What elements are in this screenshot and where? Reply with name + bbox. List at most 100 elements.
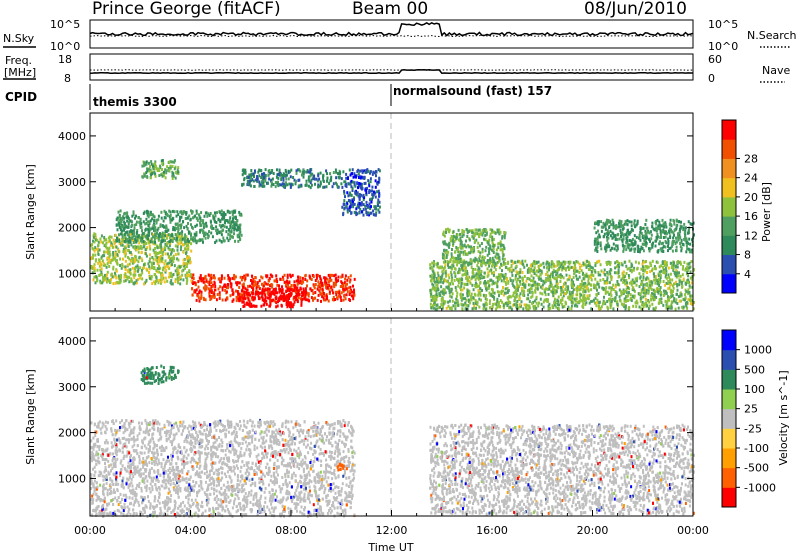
data-cell	[176, 238, 178, 241]
data-cell	[507, 290, 509, 293]
data-cell	[485, 246, 487, 249]
data-cell	[597, 260, 599, 263]
data-cell	[227, 210, 229, 213]
data-cell	[464, 273, 466, 276]
data-cell	[137, 260, 139, 263]
data-cell	[275, 181, 277, 184]
data-cell	[205, 212, 207, 215]
data-cell	[358, 182, 360, 185]
data-cell	[484, 256, 486, 259]
data-cell	[536, 283, 538, 286]
data-cell	[377, 209, 379, 212]
data-cell	[461, 235, 463, 238]
data-cell	[637, 302, 639, 305]
data-cell	[571, 281, 573, 284]
data-cell	[208, 230, 210, 233]
data-cell	[161, 236, 163, 239]
data-cell	[489, 244, 491, 247]
data-cell	[627, 286, 629, 289]
data-cell	[123, 217, 125, 220]
data-cell	[452, 292, 454, 295]
data-cell	[679, 280, 681, 283]
data-cell	[162, 175, 164, 178]
data-cell	[104, 274, 106, 277]
data-cell	[224, 221, 226, 224]
data-cell	[214, 285, 216, 288]
data-cell	[98, 253, 100, 256]
data-cell	[267, 182, 269, 185]
data-cell	[240, 276, 242, 279]
data-cell	[265, 168, 267, 171]
data-cell	[149, 277, 151, 280]
data-cell	[359, 170, 361, 173]
data-cell	[566, 274, 568, 277]
data-cell	[538, 265, 540, 268]
data-cell	[660, 297, 662, 300]
data-cell	[478, 268, 480, 271]
data-cell	[327, 278, 329, 281]
data-cell	[237, 290, 239, 293]
data-cell	[226, 219, 228, 222]
data-cell	[287, 274, 289, 277]
data-cell	[184, 233, 186, 236]
data-cell	[139, 277, 141, 280]
data-cell	[645, 277, 647, 280]
data-cell	[516, 300, 518, 303]
data-cell	[521, 300, 523, 303]
data-cell	[524, 284, 526, 287]
data-cell	[182, 278, 184, 281]
data-cell	[690, 299, 692, 302]
data-cell	[108, 247, 110, 250]
data-cell	[296, 280, 298, 283]
data-cell	[594, 278, 596, 281]
data-cell	[485, 294, 487, 297]
data-cell	[664, 284, 666, 287]
data-cell	[151, 172, 153, 175]
data-cell	[149, 213, 151, 216]
data-cell	[350, 174, 352, 177]
data-cell	[472, 272, 474, 275]
data-cell	[562, 285, 564, 288]
data-cell	[227, 233, 229, 236]
data-cell	[221, 240, 223, 243]
data-cell	[293, 289, 295, 292]
data-cell	[194, 291, 196, 294]
data-cell	[112, 266, 114, 269]
data-cell	[478, 278, 480, 281]
data-cell	[181, 274, 183, 277]
data-cell	[352, 285, 354, 288]
data-cell	[443, 231, 445, 234]
data-cell	[342, 213, 344, 216]
data-cell	[315, 283, 317, 286]
data-cell	[449, 229, 451, 232]
data-cell	[91, 266, 93, 269]
data-cell	[131, 236, 133, 239]
data-cell	[148, 224, 150, 227]
data-cell	[207, 281, 209, 284]
data-cell	[544, 299, 546, 302]
data-cell	[214, 289, 216, 292]
data-cell	[655, 239, 657, 242]
data-cell	[262, 185, 264, 188]
data-cell	[154, 229, 156, 232]
data-cell	[445, 286, 447, 289]
data-cell	[501, 243, 503, 246]
data-cell	[530, 279, 532, 282]
data-cell	[510, 295, 512, 298]
data-cell	[652, 260, 654, 263]
data-cell	[511, 264, 513, 267]
data-cell	[504, 247, 506, 250]
data-cell	[448, 276, 450, 279]
data-cell	[174, 264, 176, 267]
data-cell	[349, 209, 351, 212]
data-cell	[162, 253, 164, 256]
data-cell	[211, 291, 213, 294]
data-cell	[446, 280, 448, 283]
data-cell	[440, 266, 442, 269]
data-cell	[343, 294, 345, 297]
data-cell	[487, 259, 489, 262]
data-cell	[537, 305, 539, 308]
data-cell	[538, 302, 540, 305]
data-cell	[143, 220, 145, 223]
data-cell	[363, 214, 365, 217]
